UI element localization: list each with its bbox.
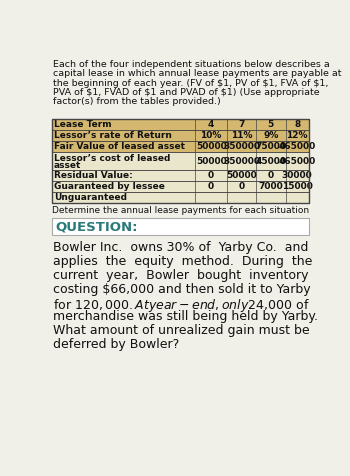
Text: 10%: 10% xyxy=(201,131,222,140)
Text: costing $66,000 and then sold it to Yarby: costing $66,000 and then sold it to Yarb… xyxy=(53,283,311,296)
Text: merchandise was still being held by Yarby.: merchandise was still being held by Yarb… xyxy=(53,310,318,324)
Text: capital lease in which annual lease payments are payable at: capital lease in which annual lease paym… xyxy=(53,69,342,79)
Text: Lease Term: Lease Term xyxy=(54,120,111,129)
Text: QUESTION:: QUESTION: xyxy=(55,220,138,233)
Bar xyxy=(51,141,309,152)
Text: 0: 0 xyxy=(208,182,214,191)
Text: What amount of unrealized gain must be: What amount of unrealized gain must be xyxy=(53,324,310,337)
Text: factor(s) from the tables provided.): factor(s) from the tables provided.) xyxy=(53,97,221,106)
Bar xyxy=(51,152,309,170)
Text: for $120,000.  At year-end,  only $24,000 of: for $120,000. At year-end, only $24,000 … xyxy=(53,297,310,314)
Bar xyxy=(51,119,309,130)
Text: PVA of $1, FVAD of $1 and PVAD of $1) (Use appropriate: PVA of $1, FVAD of $1 and PVAD of $1) (U… xyxy=(53,88,320,97)
Text: 0: 0 xyxy=(239,182,245,191)
Text: 15000: 15000 xyxy=(282,182,313,191)
Bar xyxy=(51,130,309,141)
Text: Guaranteed by lessee: Guaranteed by lessee xyxy=(54,182,165,191)
Text: 9%: 9% xyxy=(263,131,279,140)
Bar xyxy=(51,170,309,181)
Text: 50000: 50000 xyxy=(196,157,226,166)
Bar xyxy=(51,119,309,130)
Bar xyxy=(51,218,309,235)
Text: Unguaranteed: Unguaranteed xyxy=(54,193,127,202)
Bar xyxy=(51,181,309,192)
Text: 50000: 50000 xyxy=(226,171,257,180)
Text: Residual Value:: Residual Value: xyxy=(54,171,133,180)
Text: 350000: 350000 xyxy=(223,142,260,151)
Text: 0: 0 xyxy=(208,171,214,180)
Bar xyxy=(51,119,309,203)
Text: Each of the four independent situations below describes a: Each of the four independent situations … xyxy=(53,60,330,69)
Text: Determine the annual lease payments for each situation: Determine the annual lease payments for … xyxy=(51,206,309,215)
Text: applies  the  equity  method.  During  the: applies the equity method. During the xyxy=(53,255,313,268)
Text: 350000: 350000 xyxy=(223,157,260,166)
Text: 465000: 465000 xyxy=(279,157,316,166)
Text: 75000: 75000 xyxy=(256,142,286,151)
Text: 12%: 12% xyxy=(286,131,308,140)
Text: Fair Value of leased asset: Fair Value of leased asset xyxy=(54,142,185,151)
Bar xyxy=(51,130,309,141)
Bar xyxy=(51,181,309,192)
Text: Bowler Inc.  owns 30% of  Yarby Co.  and: Bowler Inc. owns 30% of Yarby Co. and xyxy=(53,241,308,254)
Text: 8: 8 xyxy=(294,120,300,129)
Text: 30000: 30000 xyxy=(282,171,313,180)
Text: current  year,  Bowler  bought  inventory: current year, Bowler bought inventory xyxy=(53,269,309,282)
Text: 4: 4 xyxy=(208,120,214,129)
Text: asset: asset xyxy=(54,161,81,170)
Text: the beginning of each year. (FV of $1, PV of $1, FVA of $1,: the beginning of each year. (FV of $1, P… xyxy=(53,79,328,88)
Bar xyxy=(51,192,309,203)
Text: Lessor’s cost of leased: Lessor’s cost of leased xyxy=(54,154,170,163)
Bar xyxy=(51,192,309,203)
Text: 0: 0 xyxy=(268,171,274,180)
Bar xyxy=(51,170,309,181)
Bar xyxy=(51,141,309,152)
Text: deferred by Bowler?: deferred by Bowler? xyxy=(53,338,179,351)
Text: Lessor’s rate of Return: Lessor’s rate of Return xyxy=(54,131,172,140)
Text: 45000: 45000 xyxy=(256,157,286,166)
Text: 50000: 50000 xyxy=(196,142,226,151)
Text: 7000: 7000 xyxy=(258,182,283,191)
Bar xyxy=(51,152,309,170)
Text: 5: 5 xyxy=(268,120,274,129)
Text: 465000: 465000 xyxy=(279,142,316,151)
Text: 7: 7 xyxy=(239,120,245,129)
Text: 11%: 11% xyxy=(231,131,252,140)
